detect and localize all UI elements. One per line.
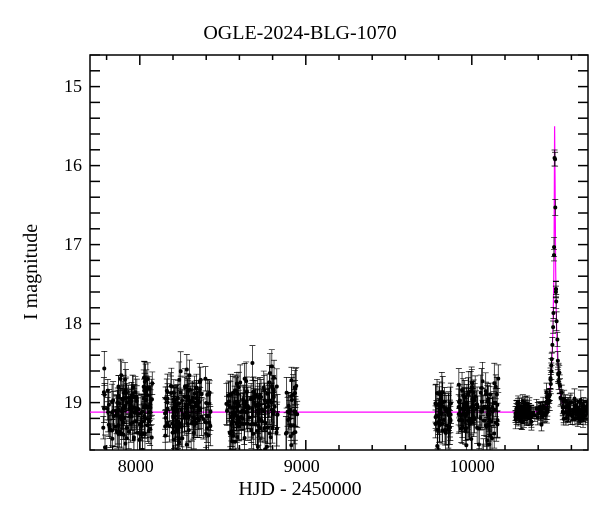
- y-axis-label: I magnitude: [20, 224, 43, 320]
- x-axis-label: HJD - 2450000: [0, 478, 600, 501]
- y-tick-label: 17: [64, 234, 82, 255]
- x-tick-label: 9000: [284, 456, 320, 477]
- lightcurve-chart: [0, 0, 600, 512]
- x-tick-label: 10000: [450, 456, 495, 477]
- y-tick-label: 18: [64, 313, 82, 334]
- y-tick-label: 19: [64, 392, 82, 413]
- x-tick-label: 8000: [118, 456, 154, 477]
- y-tick-label: 15: [64, 76, 82, 97]
- chart-title: OGLE-2024-BLG-1070: [0, 22, 600, 45]
- y-tick-label: 16: [64, 155, 82, 176]
